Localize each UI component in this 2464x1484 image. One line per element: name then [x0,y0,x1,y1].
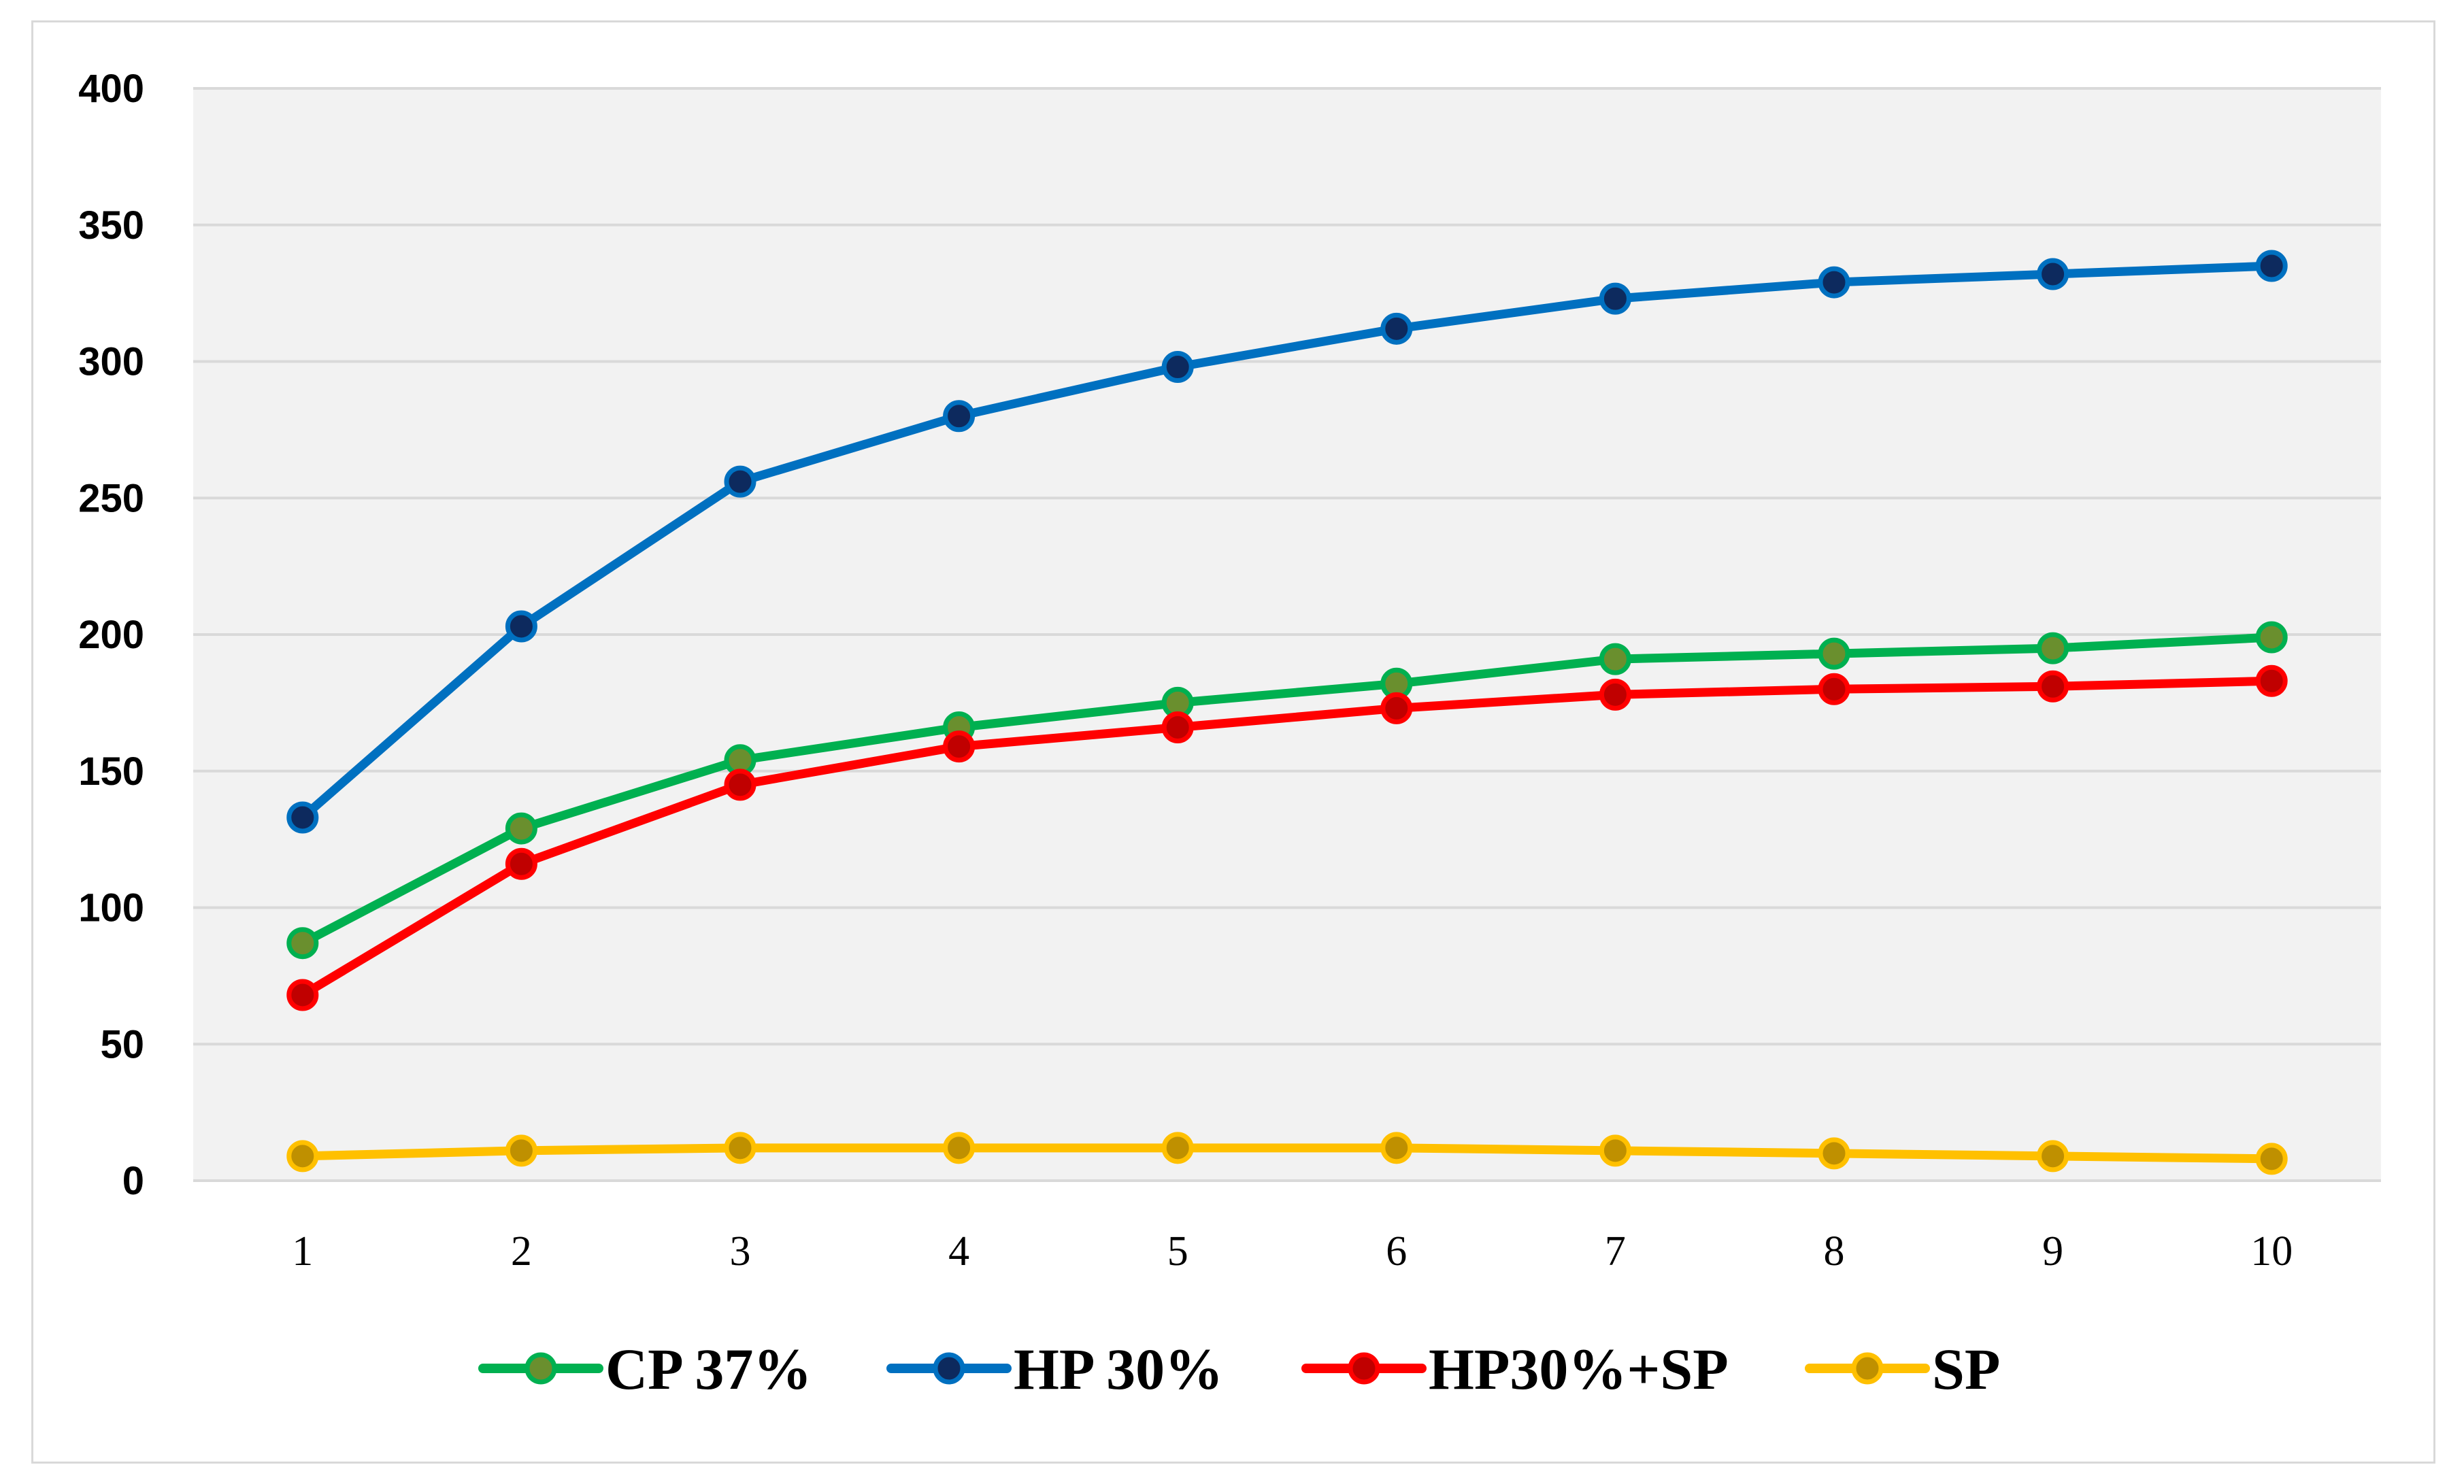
data-point [505,1134,537,1167]
y-tick-label: 0 [122,1159,144,1203]
x-tick-label: 3 [730,1228,751,1275]
legend-item: SP [1805,1336,2000,1402]
data-point [1599,282,1631,315]
data-point [286,801,319,834]
series-line [298,1143,2276,1164]
data-point [2255,250,2288,282]
gridlines [193,87,2381,1182]
data-point [2037,670,2069,703]
data-point [724,769,756,801]
data-point [2255,621,2288,654]
series-line [298,633,2276,948]
legend-item: HP 30% [886,1336,1223,1402]
data-point [1161,1132,1194,1164]
y-tick-label: 150 [78,749,144,794]
data-point [286,1140,319,1173]
data-point [286,979,319,1011]
y-tick-label: 200 [78,613,144,657]
legend-item: HP30%+SP [1301,1336,1729,1402]
x-tick-label: 9 [2042,1228,2063,1275]
legend-swatch-marker [1851,1352,1884,1385]
series-2 [286,664,2288,1011]
x-tick-label: 2 [511,1228,532,1275]
x-tick-label: 5 [1167,1228,1188,1275]
data-point [1599,1134,1631,1167]
data-point [943,730,976,763]
legend-swatch-marker [1348,1352,1380,1385]
series-line [298,676,2276,1000]
legend-label: CP 37% [605,1336,812,1402]
y-tick-label: 400 [78,67,144,111]
data-point [2255,1143,2288,1175]
y-tick-label: 300 [78,340,144,384]
legend-swatch-marker [525,1352,557,1385]
data-point [1380,312,1413,345]
data-point [724,1132,756,1164]
x-tick-label: 6 [1386,1228,1407,1275]
data-point [505,812,537,845]
data-point [286,927,319,960]
data-point [2255,664,2288,697]
data-point [1380,692,1413,724]
legend-label: HP30%+SP [1429,1336,1729,1402]
y-axis-ticks: 0 50 100 150 200 250 300 350 400 [78,67,144,1203]
y-tick-label: 50 [100,1022,144,1066]
data-point [1818,673,1850,705]
legend-label: HP 30% [1014,1336,1223,1402]
legend-item: CP 37% [478,1336,812,1402]
x-axis-ticks: 1 2 3 4 5 6 7 8 9 10 [292,1228,2293,1275]
x-tick-label: 1 [292,1228,313,1275]
y-tick-label: 100 [78,886,144,930]
series-0 [286,621,2288,960]
legend: CP 37% HP 30% HP30%+SP SP [478,1336,2000,1402]
data-point [1161,351,1194,384]
data-point [505,610,537,643]
data-point [2037,1140,2069,1173]
data-point [1161,711,1194,744]
x-tick-label: 7 [1605,1228,1626,1275]
x-tick-label: 10 [2250,1228,2293,1275]
series-1 [286,250,2288,834]
data-point [1818,1137,1850,1170]
x-tick-label: 4 [948,1228,969,1275]
data-point [724,465,756,498]
data-point [1599,643,1631,675]
data-point [1599,678,1631,711]
y-tick-label: 350 [78,203,144,248]
series-layer [286,250,2288,1175]
data-point [2037,258,2069,290]
data-point [1818,266,1850,299]
series-line [298,261,2276,822]
y-tick-label: 250 [78,476,144,520]
data-point [1818,637,1850,670]
legend-label: SP [1932,1336,2000,1402]
data-point [505,847,537,880]
x-tick-label: 8 [1824,1228,1845,1275]
data-point [1380,1132,1413,1164]
data-point [943,400,976,433]
series-3 [286,1132,2288,1175]
data-point [2037,632,2069,664]
legend-swatch-marker [933,1352,965,1385]
data-point [943,1132,976,1164]
